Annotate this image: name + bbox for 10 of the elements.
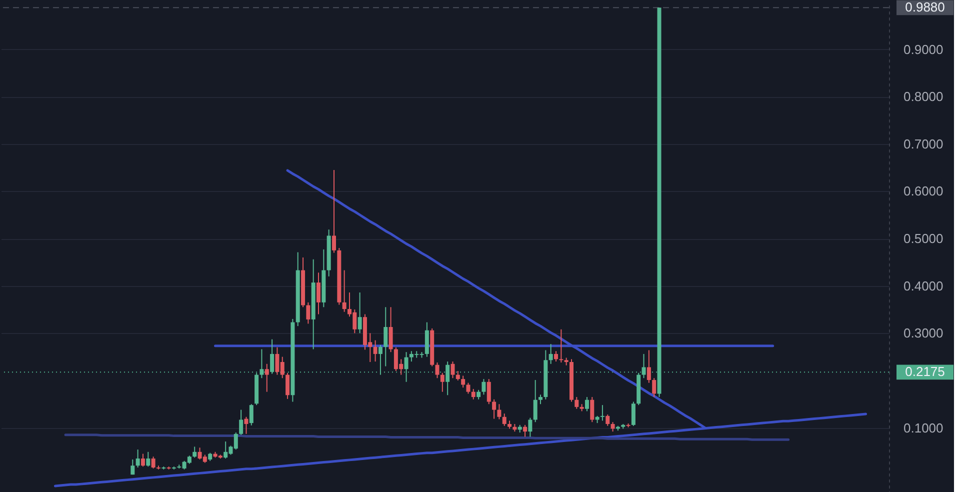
y-tick-label: 0.5000: [904, 231, 944, 246]
y-tick-label: 0.7000: [904, 136, 944, 152]
ref-line-label: 0.9880: [905, 0, 945, 15]
y-tick-label: 0.6000: [904, 184, 944, 199]
y-tick-label: 0.3000: [904, 326, 944, 341]
y-tick-label: 0.9000: [904, 42, 944, 57]
y-tick-label: 0.4000: [904, 278, 944, 294]
ref-line-label: 0.2175: [905, 364, 945, 380]
y-tick-label: 0.8000: [904, 89, 944, 104]
y-tick-label: 0.1000: [904, 420, 944, 436]
